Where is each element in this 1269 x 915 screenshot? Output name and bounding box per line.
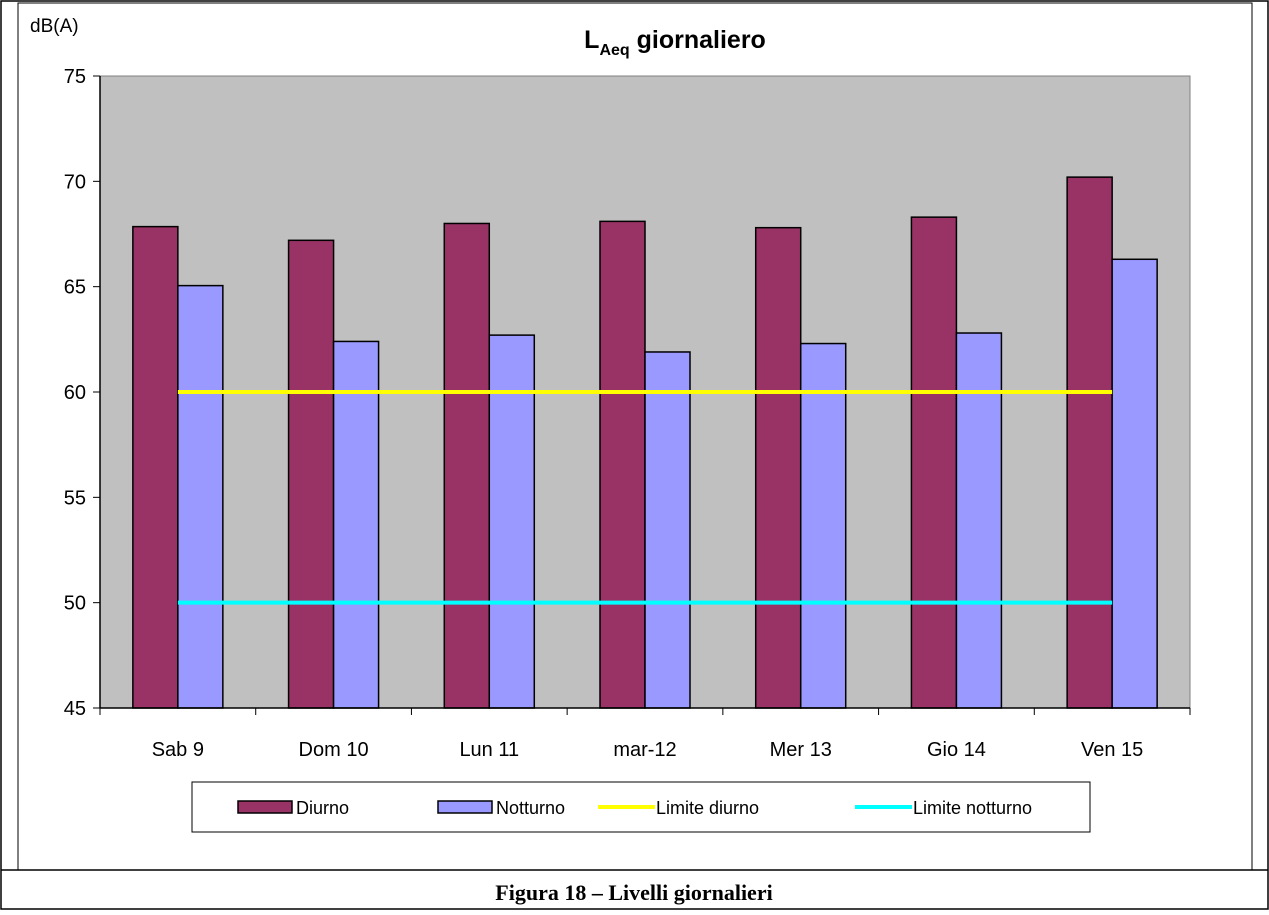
bar [644, 351, 691, 709]
title-subscript: Aeq [599, 42, 629, 59]
legend-swatch [237, 800, 293, 814]
y-axis-label: dB(A) [30, 16, 79, 37]
y-tick-label: 45 [64, 698, 86, 720]
y-tick-label: 70 [64, 171, 86, 193]
y-tick-label: 60 [64, 382, 86, 404]
bar [599, 220, 646, 709]
x-tick-label: Lun 11 [459, 739, 519, 761]
bar [955, 332, 1003, 709]
x-tick-label: Ven 15 [1081, 739, 1143, 761]
legend-label: Limite notturno [913, 798, 1032, 818]
bar [177, 284, 224, 709]
bar [287, 239, 335, 709]
x-tick-label: mar-12 [613, 739, 676, 761]
legend-swatch [437, 800, 493, 814]
bar [754, 226, 802, 709]
x-tick-label: Sab 9 [152, 739, 204, 761]
bar [910, 216, 958, 709]
y-tick-label: 55 [64, 487, 86, 509]
x-tick-label: Gio 14 [927, 739, 986, 761]
title-main: L [584, 26, 599, 54]
caption: Figura 18 – Livelli giornalieri [495, 880, 772, 905]
bar [1066, 176, 1113, 709]
legend-label: Limite diurno [656, 798, 759, 818]
bar [332, 340, 380, 709]
legend-label: Diurno [296, 798, 349, 818]
bar [488, 334, 536, 709]
bar [132, 225, 179, 709]
y-tick-label: 50 [64, 593, 86, 615]
x-tick-label: Mer 13 [770, 739, 832, 761]
x-tick-label: Dom 10 [299, 739, 369, 761]
y-tick-label: 65 [64, 277, 86, 299]
bar [1111, 258, 1158, 709]
y-tick-label: 75 [64, 66, 86, 88]
legend-label: Notturno [496, 798, 565, 818]
chart-title: LAeq giornaliero [584, 26, 766, 59]
title-rest: giornaliero [630, 26, 766, 54]
bar [443, 222, 491, 709]
bar [799, 342, 847, 709]
